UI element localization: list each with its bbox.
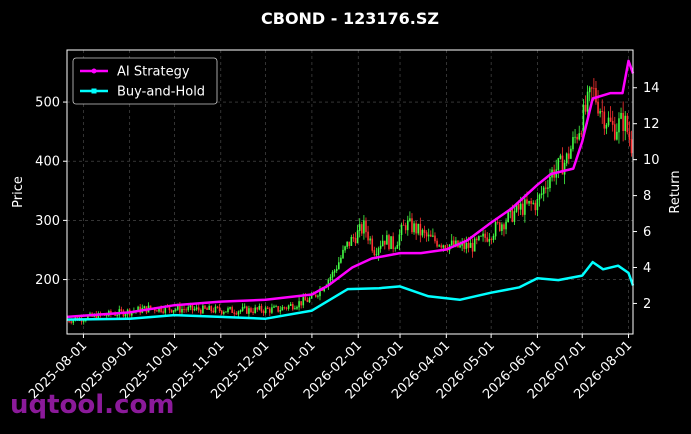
y2-tick-label: 4 xyxy=(643,261,651,276)
legend-marker xyxy=(91,68,97,74)
y-tick-label: 300 xyxy=(35,214,60,229)
ai-strategy-line xyxy=(66,59,635,319)
plot-frame xyxy=(66,49,634,335)
legend-box xyxy=(72,57,218,105)
legend-marker xyxy=(91,88,97,94)
y2-tick-label: 14 xyxy=(643,81,660,96)
y2-tick-label: 2 xyxy=(643,297,651,312)
watermark: uqtool.com xyxy=(10,390,175,420)
legend-label: AI Strategy xyxy=(117,65,190,80)
y2-tick-label: 6 xyxy=(643,225,651,240)
y2-axis-label: Return xyxy=(668,170,683,213)
chart-title: CBOND - 123176.SZ xyxy=(261,9,439,28)
y-tick-label: 200 xyxy=(35,273,60,288)
y-axis-label: Price xyxy=(11,176,26,208)
y-tick-label: 500 xyxy=(35,96,60,111)
y2-tick-label: 8 xyxy=(643,189,651,204)
y2-tick-label: 12 xyxy=(643,117,660,132)
y2-tick-label: 10 xyxy=(643,153,660,168)
legend: AI Strategy Buy-and-Hold xyxy=(72,57,218,105)
buy-and-hold-line xyxy=(66,260,635,321)
legend-label: Buy-and-Hold xyxy=(117,85,205,100)
y-tick-label: 400 xyxy=(35,155,60,170)
price-candles xyxy=(66,78,633,326)
